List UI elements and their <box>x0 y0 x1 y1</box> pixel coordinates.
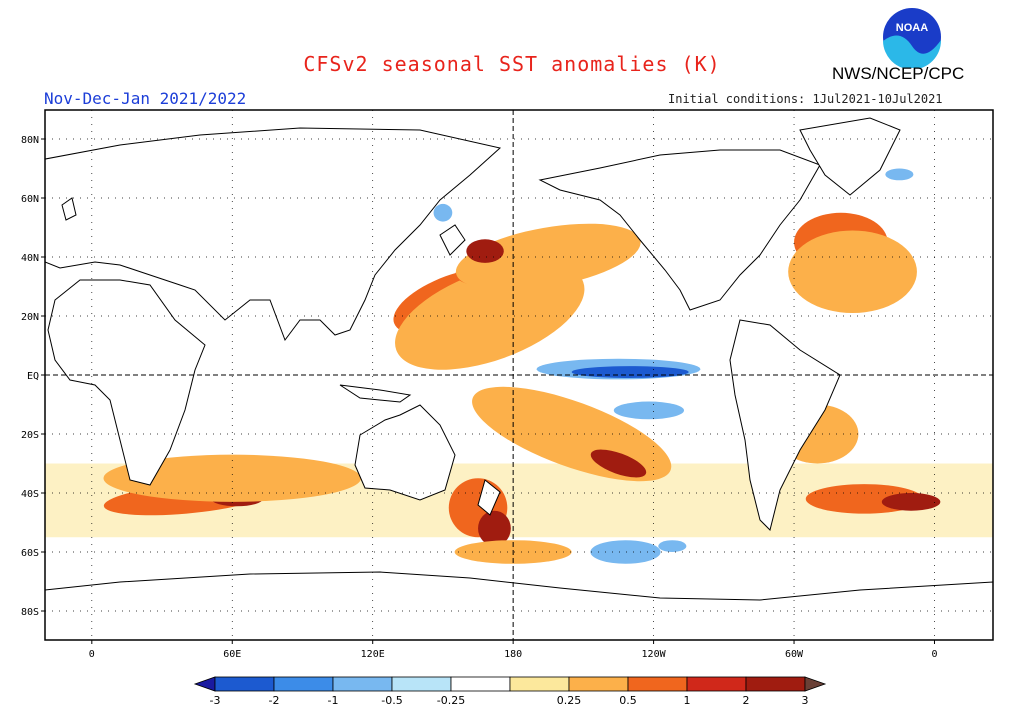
graticule <box>45 110 993 640</box>
lat-tick-label: 40N <box>21 253 39 264</box>
lat-tick-label: 40S <box>21 489 39 500</box>
africa-landmass <box>47 279 206 486</box>
lat-tick-label: 20S <box>21 430 39 441</box>
lon-tick-label: 180 <box>504 649 522 660</box>
anomaly-region <box>885 168 914 181</box>
australia-landmass <box>354 404 456 501</box>
lon-tick-label: 120W <box>642 649 667 660</box>
initial-conditions-label: Initial conditions: 1Jul2021-10Jul2021 <box>668 92 943 106</box>
eurasia-landmass <box>45 127 502 342</box>
colorbar-label: -0.5 <box>381 694 402 707</box>
colorbar-label: 3 <box>802 694 809 707</box>
lat-tick-label: 80N <box>21 135 39 146</box>
colorbar-label: 2 <box>743 694 750 707</box>
colorbar-label: -2 <box>269 694 280 707</box>
new-zealand-islands <box>477 479 501 516</box>
lat-tick-label: 80S <box>21 607 39 618</box>
colorbar-swatch <box>273 676 334 692</box>
colorbar-label: 0.25 <box>557 694 582 707</box>
lat-tick-label: 20N <box>21 312 39 323</box>
anomaly-region <box>613 401 685 420</box>
colorbar-extend-high <box>804 676 827 692</box>
season-label: Nov-Dec-Jan 2021/2022 <box>44 89 247 108</box>
colorbar-label: 1 <box>684 694 691 707</box>
colorbar-label: -0.25 <box>437 694 465 707</box>
land-masses <box>45 117 993 640</box>
lon-tick-label: 60E <box>223 649 241 660</box>
anomaly-region <box>881 493 941 511</box>
longitude-labels: 0 60E 120E 180 120W 60W 0 <box>89 640 937 660</box>
colorbar: -3 -2 -1 -0.5 -0.25 0.25 0.5 1 2 3 <box>193 676 827 707</box>
anomaly-region <box>103 454 361 502</box>
anomaly-region <box>478 510 511 547</box>
noaa-logo-text: NOAA <box>896 22 928 34</box>
noaa-logo: NOAA <box>880 6 944 70</box>
lat-tick-label: EQ <box>27 371 39 382</box>
south-america-landmass <box>729 319 841 531</box>
map-title: CFSv2 seasonal SST anomalies (K) <box>303 52 721 76</box>
greenland-landmass <box>799 117 901 196</box>
colorbar-swatch <box>450 676 511 692</box>
antarctica-landmass <box>45 571 993 640</box>
anomaly-region <box>433 203 453 222</box>
latitude-labels: 80N 60N 40N 20N EQ 20S 40S 60S 80S <box>21 135 45 618</box>
colorbar-label: -3 <box>210 694 221 707</box>
colorbar-swatch <box>391 676 452 692</box>
lat-tick-label: 60N <box>21 194 39 205</box>
anomaly-region <box>466 239 504 263</box>
colorbar-swatch <box>332 676 393 692</box>
lat-tick-label: 60S <box>21 548 39 559</box>
lon-tick-label: 120E <box>361 649 385 660</box>
colorbar-swatch <box>214 676 275 692</box>
colorbar-swatch <box>686 676 747 692</box>
anomaly-region <box>658 540 687 552</box>
anomaly-region <box>590 540 661 564</box>
colorbar-swatch <box>509 676 570 692</box>
uk-islands <box>61 197 77 221</box>
anomaly-region <box>590 449 647 478</box>
colorbar-extend-low <box>193 676 216 692</box>
lon-tick-label: 0 <box>89 649 95 660</box>
japan-islands <box>439 224 466 256</box>
anomaly-region <box>455 223 641 291</box>
anomaly-region <box>788 230 917 314</box>
anomaly-region <box>571 366 689 378</box>
indonesia-islands <box>339 384 412 403</box>
anomaly-field <box>45 152 993 564</box>
anomaly-region <box>395 262 585 370</box>
colorbar-label: -1 <box>328 694 339 707</box>
lon-tick-label: 60W <box>785 649 804 660</box>
north-america-landmass <box>538 149 821 311</box>
agency-label: NWS/NCEP/CPC <box>832 64 965 83</box>
colorbar-swatch <box>627 676 688 692</box>
lon-tick-label: 0 <box>931 649 937 660</box>
colorbar-label: 0.5 <box>619 694 637 707</box>
colorbar-swatch <box>745 676 806 692</box>
colorbar-swatch <box>568 676 629 692</box>
